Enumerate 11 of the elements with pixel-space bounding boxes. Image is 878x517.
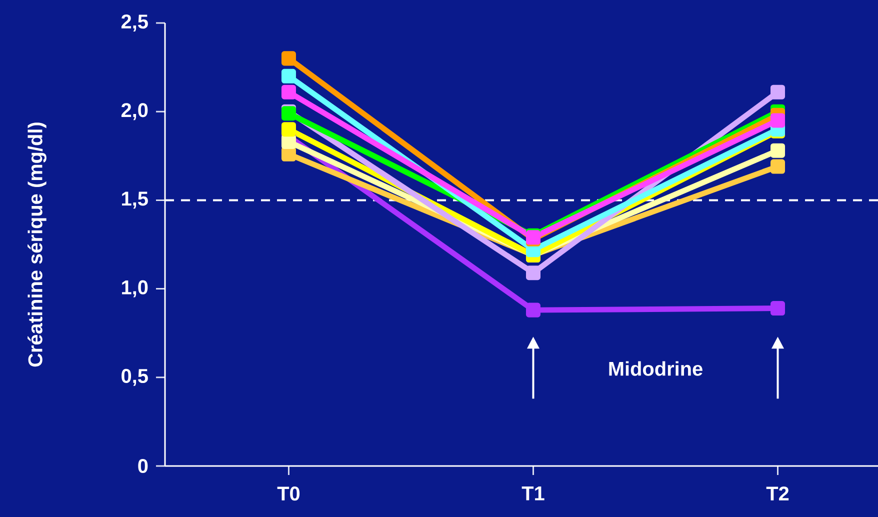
x-tick-label: T1 bbox=[522, 486, 544, 500]
y-tick-label: 1,5 bbox=[122, 192, 148, 209]
annotation: Midodrine bbox=[609, 361, 702, 376]
y-axis-title: Créatinine sérique (mg/dl) bbox=[28, 122, 46, 367]
y-tick-label: 1,0 bbox=[122, 280, 148, 298]
x-tick-label: T0 bbox=[277, 486, 300, 501]
y-tick-label: 0 bbox=[138, 458, 148, 474]
y-tick-label: 2,0 bbox=[121, 103, 148, 120]
y-tick-label: 0,5 bbox=[122, 368, 148, 386]
y-tick-label: 2,5 bbox=[121, 14, 148, 32]
x-tick-label: T2 bbox=[766, 486, 789, 500]
